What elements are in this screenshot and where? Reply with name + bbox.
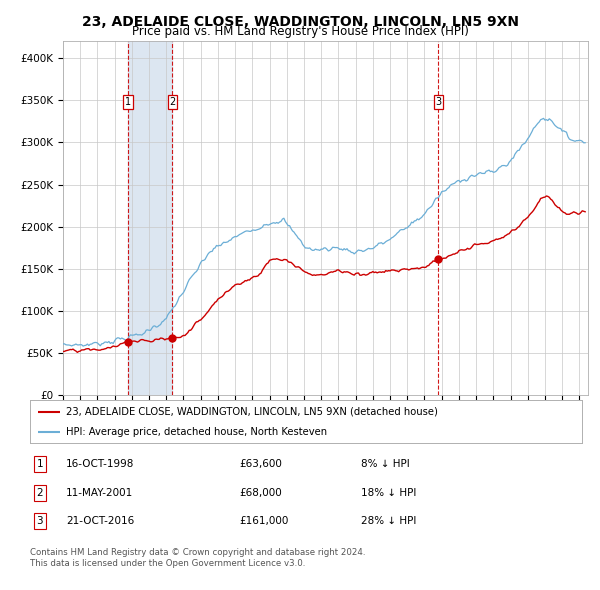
Text: 16-OCT-1998: 16-OCT-1998 <box>66 460 134 469</box>
Text: 23, ADELAIDE CLOSE, WADDINGTON, LINCOLN, LN5 9XN: 23, ADELAIDE CLOSE, WADDINGTON, LINCOLN,… <box>82 15 518 29</box>
Text: HPI: Average price, detached house, North Kesteven: HPI: Average price, detached house, Nort… <box>66 427 327 437</box>
Text: £68,000: £68,000 <box>240 488 283 497</box>
Text: 18% ↓ HPI: 18% ↓ HPI <box>361 488 416 497</box>
Text: Price paid vs. HM Land Registry's House Price Index (HPI): Price paid vs. HM Land Registry's House … <box>131 25 469 38</box>
Text: £161,000: £161,000 <box>240 516 289 526</box>
Text: 2: 2 <box>37 488 43 497</box>
Text: 23, ADELAIDE CLOSE, WADDINGTON, LINCOLN, LN5 9XN (detached house): 23, ADELAIDE CLOSE, WADDINGTON, LINCOLN,… <box>66 407 438 417</box>
Text: £63,600: £63,600 <box>240 460 283 469</box>
Text: Contains HM Land Registry data © Crown copyright and database right 2024.: Contains HM Land Registry data © Crown c… <box>30 548 365 556</box>
Text: 1: 1 <box>37 460 43 469</box>
Text: 11-MAY-2001: 11-MAY-2001 <box>66 488 133 497</box>
Bar <box>128 41 172 395</box>
Text: 3: 3 <box>436 97 442 107</box>
Text: 1: 1 <box>125 97 131 107</box>
Text: 2: 2 <box>169 97 176 107</box>
Text: This data is licensed under the Open Government Licence v3.0.: This data is licensed under the Open Gov… <box>30 559 305 568</box>
Text: 3: 3 <box>37 516 43 526</box>
Text: 21-OCT-2016: 21-OCT-2016 <box>66 516 134 526</box>
Text: 28% ↓ HPI: 28% ↓ HPI <box>361 516 416 526</box>
Text: 8% ↓ HPI: 8% ↓ HPI <box>361 460 410 469</box>
